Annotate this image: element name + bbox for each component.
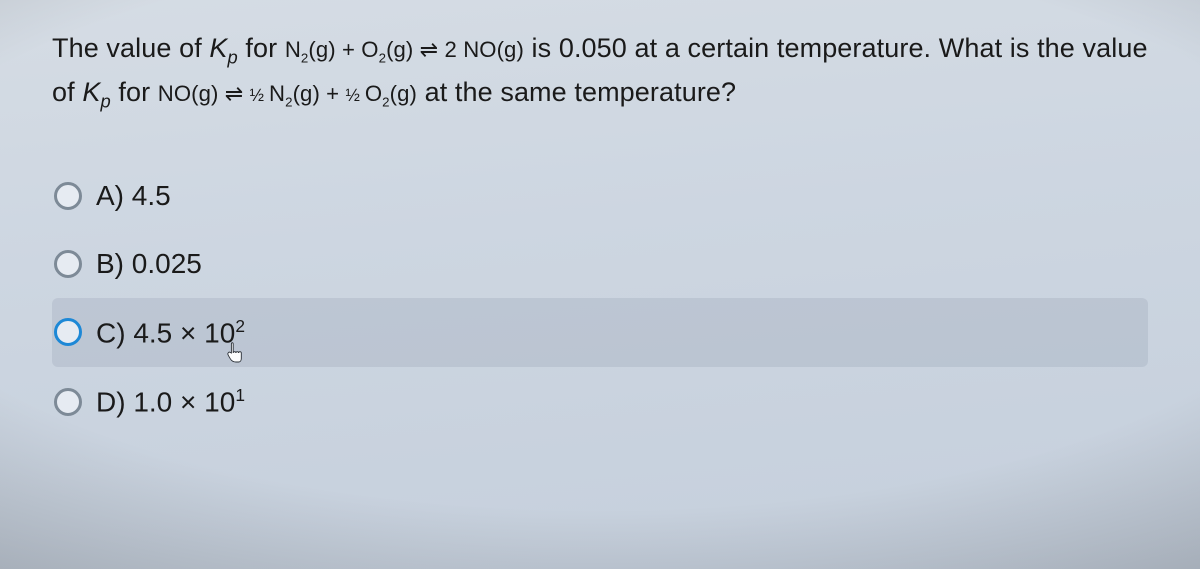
option-d-exp: 1 (235, 385, 245, 405)
eq1-n-state: (g) (308, 37, 335, 62)
eq2-half2: ½ (345, 85, 364, 105)
eq1-o: O (361, 37, 378, 62)
radio-c[interactable] (54, 318, 82, 346)
eq1-no: NO (463, 37, 496, 62)
option-c-pre: C) 4.5 × 10 (96, 317, 235, 348)
kp-k: K (209, 33, 227, 63)
eq1-o-sub: 2 (379, 50, 386, 65)
eq2-no: NO (158, 81, 191, 106)
eq2-n-state: (g) (293, 81, 320, 106)
eq2: NO(g) ⇌ ½ N2(g) + ½ O2(g) (158, 81, 417, 106)
qt-5: at the same temperature? (417, 77, 736, 107)
qt-4: for (111, 77, 158, 107)
eq1-arrow: ⇌ (413, 37, 444, 62)
options-list: A) 4.5 B) 0.025 C) 4.5 × 102 D) 1.0 × 10… (52, 162, 1148, 437)
eq2-plus: + (320, 81, 346, 106)
eq1-no-state: (g) (497, 37, 524, 62)
option-d[interactable]: D) 1.0 × 101 (52, 367, 1148, 436)
option-b-label: B) 0.025 (96, 248, 202, 280)
option-d-label: D) 1.0 × 101 (96, 385, 245, 418)
radio-a[interactable] (54, 182, 82, 210)
option-c[interactable]: C) 4.5 × 102 (52, 298, 1148, 367)
eq2-o-state: (g) (390, 81, 417, 106)
eq2-arrow: ⇌ (219, 81, 250, 106)
eq2-o: O (365, 81, 382, 106)
question-text: The value of Kp for N2(g) + O2(g) ⇌ 2 NO… (52, 28, 1148, 116)
option-a-label: A) 4.5 (96, 180, 171, 212)
question-page: The value of Kp for N2(g) + O2(g) ⇌ 2 NO… (0, 0, 1200, 569)
eq1: N2(g) + O2(g) ⇌ 2 NO(g) (285, 37, 524, 62)
eq2-n-sub: 2 (285, 94, 292, 109)
eq1-coef: 2 (445, 37, 464, 62)
eq2-half1: ½ (250, 85, 269, 105)
option-c-label: C) 4.5 × 102 (96, 316, 245, 349)
kp2-k: K (82, 77, 100, 107)
option-c-exp: 2 (235, 316, 245, 336)
eq1-o-state: (g) (386, 37, 413, 62)
option-b[interactable]: B) 0.025 (52, 230, 1148, 298)
kp-p: p (228, 46, 238, 67)
qt-2: for (238, 33, 285, 63)
kp2-p: p (100, 90, 110, 111)
eq1-plus1: + (336, 37, 362, 62)
eq2-o-sub: 2 (382, 94, 389, 109)
eq1-n: N (285, 37, 301, 62)
eq2-no-state: (g) (191, 81, 218, 106)
option-a[interactable]: A) 4.5 (52, 162, 1148, 230)
radio-b[interactable] (54, 250, 82, 278)
radio-d[interactable] (54, 388, 82, 416)
qt-1: The value of (52, 33, 209, 63)
option-d-pre: D) 1.0 × 10 (96, 386, 235, 417)
eq2-n: N (269, 81, 285, 106)
